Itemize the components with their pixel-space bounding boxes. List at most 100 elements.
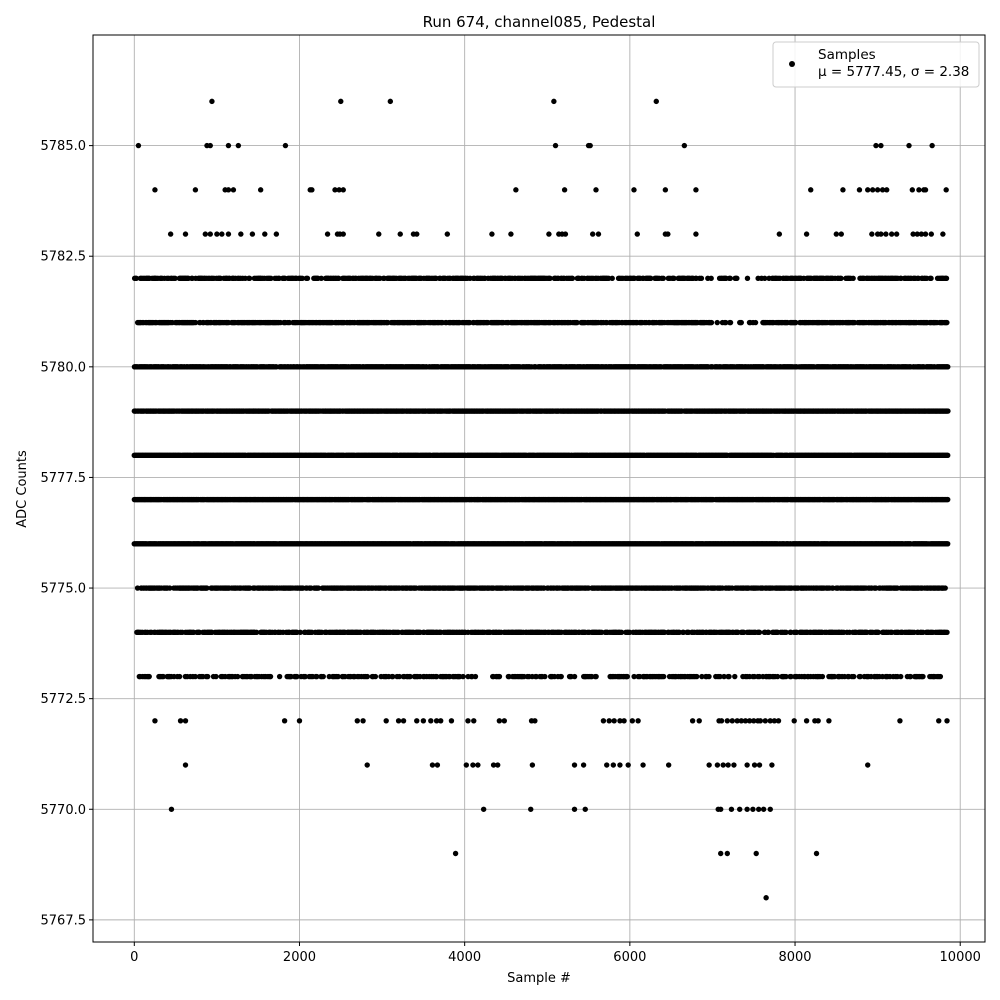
sample-point xyxy=(762,275,768,282)
sample-point xyxy=(225,142,232,149)
sample-point xyxy=(878,231,884,237)
sample-point xyxy=(552,142,559,149)
sample-point xyxy=(304,275,311,282)
sample-point xyxy=(202,231,209,237)
sample-point xyxy=(910,231,916,237)
sample-point xyxy=(888,231,895,237)
sample-point xyxy=(282,142,289,149)
sample-point xyxy=(909,187,916,193)
sample-point xyxy=(840,187,846,193)
sample-point xyxy=(207,231,213,237)
sample-point xyxy=(727,275,733,282)
sample-point xyxy=(653,98,659,105)
sample-point xyxy=(793,319,799,326)
sample-point xyxy=(574,319,580,326)
sample-point xyxy=(414,231,420,237)
sample-point xyxy=(249,231,256,237)
sample-point xyxy=(693,187,699,193)
sample-point xyxy=(192,187,199,193)
sample-point xyxy=(884,187,890,193)
sample-point xyxy=(918,231,925,237)
sample-point xyxy=(660,275,666,282)
sample-point xyxy=(662,187,669,193)
sample-point xyxy=(172,275,178,282)
sample-point xyxy=(648,275,654,282)
sample-point xyxy=(714,319,720,326)
sample-point xyxy=(489,231,495,237)
sample-point xyxy=(593,187,599,193)
sample-point xyxy=(776,231,783,237)
sample-point xyxy=(335,275,342,282)
sample-point xyxy=(546,231,552,237)
sample-point xyxy=(336,187,342,193)
sample-point xyxy=(874,187,881,193)
sample-point xyxy=(850,275,856,282)
sample-point xyxy=(922,231,929,237)
sample-point xyxy=(916,187,922,193)
sample-point xyxy=(929,142,935,149)
sample-point xyxy=(309,187,315,193)
sample-point xyxy=(945,364,951,370)
sample-point xyxy=(209,98,215,105)
sample-point xyxy=(235,142,242,149)
sample-point xyxy=(893,231,900,237)
sample-point xyxy=(873,142,879,149)
sample-point xyxy=(879,187,886,193)
sample-point xyxy=(856,187,863,193)
sample-point xyxy=(192,319,199,326)
sample-point xyxy=(943,275,950,282)
sample-point xyxy=(561,187,568,193)
sample-point xyxy=(324,231,331,237)
sample-point xyxy=(214,231,220,237)
sample-point xyxy=(562,231,569,237)
sample-point xyxy=(225,187,232,193)
sample-point xyxy=(752,319,759,326)
sample-point xyxy=(883,231,889,237)
sample-point xyxy=(262,231,268,237)
sample-point xyxy=(634,231,640,237)
sample-point xyxy=(299,275,306,282)
sample-point xyxy=(878,142,884,149)
sample-point xyxy=(922,187,929,193)
sample-point xyxy=(945,496,951,503)
sample-point xyxy=(569,275,576,282)
sample-point xyxy=(238,231,244,237)
sample-point xyxy=(808,187,814,193)
sample-point xyxy=(167,231,174,237)
sample-point xyxy=(332,187,338,193)
sample-point xyxy=(928,231,935,237)
sample-point xyxy=(738,319,744,326)
sample-point xyxy=(318,275,324,282)
sample-point xyxy=(940,231,946,237)
sample-point xyxy=(869,187,876,193)
sample-point xyxy=(273,231,280,237)
sample-point xyxy=(551,98,557,105)
sample-point xyxy=(727,319,734,326)
sample-point xyxy=(945,408,951,414)
sample-point xyxy=(734,275,740,282)
sample-point xyxy=(444,231,451,237)
sample-point xyxy=(723,319,729,326)
sample-point xyxy=(869,231,875,237)
sample-point xyxy=(609,275,615,282)
sample-point xyxy=(257,187,264,193)
sample-point xyxy=(698,275,705,282)
sample-point xyxy=(340,231,346,237)
sample-point xyxy=(803,231,810,237)
sample-point xyxy=(246,275,253,282)
grid-lines xyxy=(93,35,985,942)
sample-point xyxy=(943,187,949,193)
sample-point xyxy=(914,231,920,237)
sample-point xyxy=(397,231,403,237)
sample-point xyxy=(547,275,553,282)
sample-point xyxy=(230,187,237,193)
sample-point xyxy=(944,319,950,326)
sample-point xyxy=(665,231,671,237)
sample-point xyxy=(135,142,142,149)
sample-point xyxy=(376,231,382,237)
sample-point xyxy=(838,275,844,282)
sample-point xyxy=(631,187,637,193)
sample-point xyxy=(906,142,912,149)
sample-point xyxy=(708,275,714,282)
sample-point xyxy=(340,187,346,193)
